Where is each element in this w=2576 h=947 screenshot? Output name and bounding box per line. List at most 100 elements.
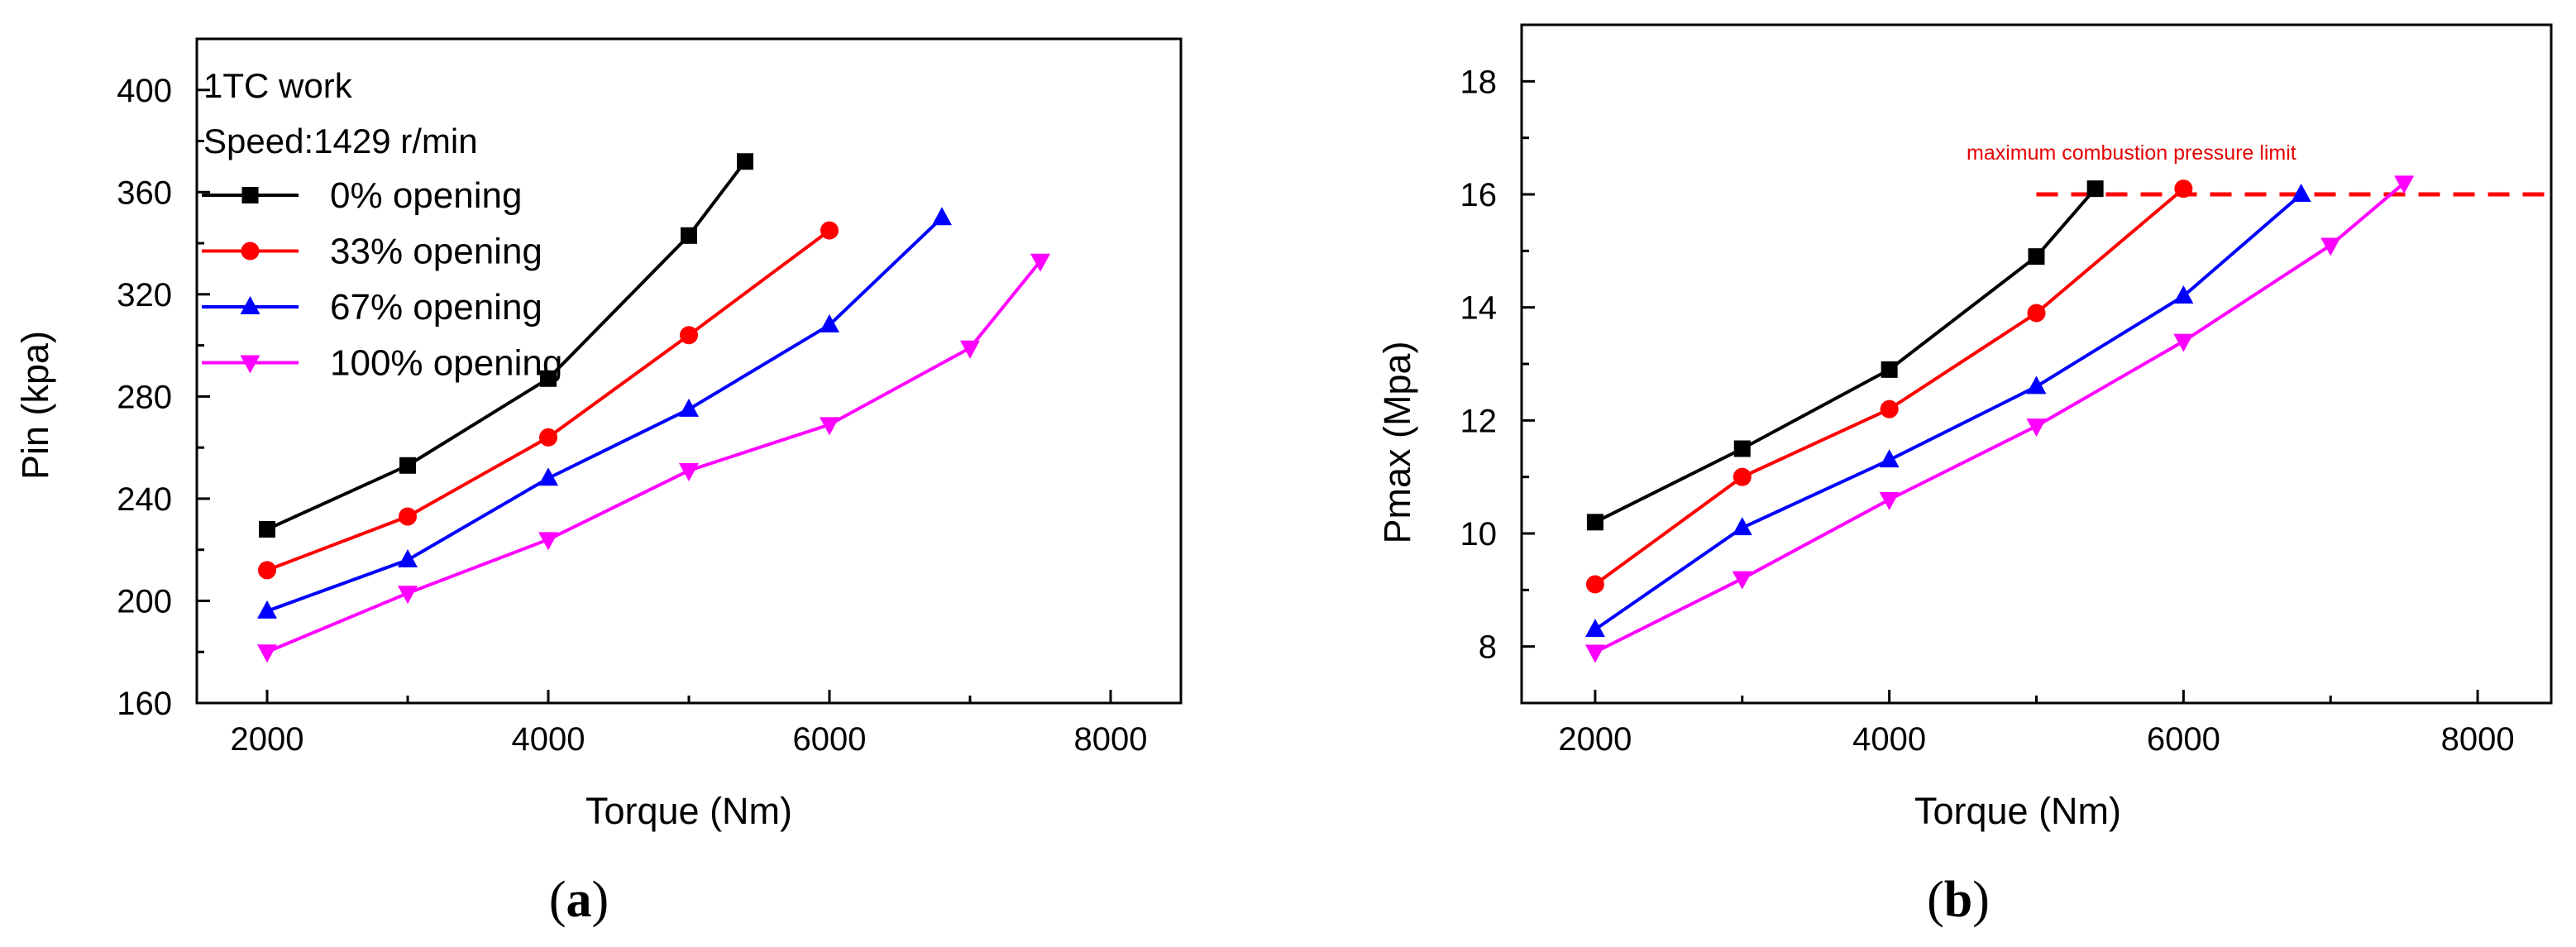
x-tick-label: 4000 — [1852, 721, 1926, 758]
x-axis-title-a: Torque (Nm) — [585, 790, 792, 832]
data-point-100pct-opening — [1879, 492, 1900, 510]
y-ticks-b: 8 10 12 14 16 18 — [1460, 23, 1535, 705]
data-point-33pct-opening — [1585, 575, 1604, 594]
y-tick-label: 16 — [1460, 177, 1498, 213]
data-point-67pct-opening — [1879, 449, 1900, 468]
chart-panel-b: 2000 4000 6000 8000 8 10 12 14 16 18 maximum com… — [1376, 23, 2553, 928]
data-point-100pct-opening — [1030, 253, 1050, 272]
data-point-100pct-opening — [2320, 237, 2341, 256]
data-point-100pct-opening — [2026, 418, 2047, 438]
y-ticks-a: 160 200 240 280 320 360 400 — [117, 37, 210, 722]
y-axis-title-b: Pmax (Mpa) — [1376, 341, 1418, 543]
series-line-100pct-opening — [1594, 181, 2406, 654]
data-point-67pct-opening — [679, 398, 699, 417]
data-point-100pct-opening — [257, 644, 277, 663]
data-point-33pct-opening — [2027, 304, 2046, 323]
legend-a: 0% opening 33% opening 67% opening 100% ope… — [202, 175, 562, 384]
data-point-33pct-opening — [820, 221, 839, 240]
series-line-33pct-opening — [266, 229, 831, 572]
y-tick-label: 8 — [1479, 629, 1497, 666]
y-tick-label: 14 — [1460, 290, 1498, 327]
y-tick-label: 360 — [117, 175, 172, 211]
data-point-0pct-opening — [399, 457, 416, 474]
data-point-67pct-opening — [1732, 517, 1752, 536]
data-point-100pct-opening — [2394, 175, 2415, 194]
y-tick-label: 200 — [117, 583, 172, 619]
annotation-1tc-work: 1TC work — [203, 66, 353, 105]
legend-marker-33pct-opening — [241, 242, 260, 261]
data-point-0pct-opening — [2086, 180, 2104, 198]
data-point-0pct-opening — [2028, 248, 2045, 265]
data-point-100pct-opening — [538, 532, 558, 551]
chart-panel-a: 2000 4000 6000 8000 160 200 240 280 320 360 400 T… — [14, 37, 1183, 928]
data-point-67pct-opening — [257, 600, 277, 619]
data-point-67pct-opening — [398, 549, 418, 568]
x-axis-title-b: Torque (Nm) — [1914, 790, 2121, 832]
x-ticks-a: 2000 4000 6000 8000 — [231, 690, 1148, 758]
panel-label-b-letter: b — [1944, 872, 1972, 928]
data-point-0pct-opening — [259, 520, 275, 538]
legend-label-67pct-opening: 67% opening — [330, 287, 542, 328]
data-point-67pct-opening — [1584, 619, 1605, 638]
data-point-100pct-opening — [2173, 333, 2194, 352]
data-point-67pct-opening — [2291, 184, 2311, 202]
y-tick-label: 280 — [117, 379, 172, 415]
data-point-67pct-opening — [932, 207, 952, 226]
data-point-33pct-opening — [539, 428, 557, 447]
legend-label-100pct-opening: 100% opening — [330, 343, 562, 384]
x-tick-label: 6000 — [2147, 721, 2220, 758]
data-point-0pct-opening — [540, 370, 557, 387]
data-point-67pct-opening — [820, 313, 839, 332]
data-point-67pct-opening — [2026, 375, 2047, 395]
y-tick-label: 18 — [1460, 64, 1498, 100]
data-point-67pct-opening — [2173, 285, 2194, 304]
data-point-100pct-opening — [960, 340, 980, 359]
data-point-100pct-opening — [1584, 644, 1605, 663]
data-point-67pct-opening — [538, 467, 558, 486]
panel-label-b: (b) — [1927, 872, 1990, 928]
y-axis-title-a: Pin (kpa) — [14, 331, 56, 480]
legend-label-33pct-opening: 33% opening — [330, 232, 542, 272]
data-point-33pct-opening — [399, 507, 417, 526]
series-line-33pct-opening — [1594, 187, 2185, 586]
x-tick-label: 2000 — [1558, 721, 1632, 758]
data-point-100pct-opening — [820, 417, 839, 436]
y-tick-label: 240 — [117, 481, 172, 518]
data-point-0pct-opening — [737, 153, 753, 170]
legend-label-0pct-opening: 0% opening — [330, 175, 522, 216]
x-ticks-b: 2000 4000 6000 8000 — [1558, 690, 2515, 758]
data-point-33pct-opening — [2174, 179, 2193, 198]
data-point-0pct-opening — [681, 227, 697, 244]
series-line-67pct-opening — [266, 216, 944, 613]
data-point-33pct-opening — [1880, 399, 1899, 418]
max-pressure-limit-label: maximum combustion pressure limit — [1967, 141, 2296, 165]
panel-label-a: (a) — [549, 872, 609, 928]
plot-frame-b — [1520, 23, 2553, 705]
series-line-67pct-opening — [1594, 193, 2302, 631]
y-tick-label: 12 — [1460, 403, 1498, 439]
x-tick-label: 2000 — [231, 721, 304, 758]
data-point-33pct-opening — [258, 561, 276, 580]
x-tick-label: 6000 — [793, 721, 867, 758]
legend-marker-0pct-opening — [241, 187, 259, 203]
data-point-100pct-opening — [398, 586, 418, 605]
y-tick-label: 320 — [117, 277, 172, 313]
data-point-0pct-opening — [1586, 514, 1603, 531]
data-point-100pct-opening — [1732, 571, 1752, 590]
data-point-33pct-opening — [680, 326, 698, 345]
data-point-33pct-opening — [1732, 467, 1752, 486]
series-group-a — [257, 153, 1050, 663]
y-tick-label: 160 — [117, 686, 172, 722]
data-point-0pct-opening — [1881, 361, 1898, 378]
x-tick-label: 4000 — [512, 721, 585, 758]
series-line-0pct-opening — [1594, 187, 2097, 524]
x-tick-label: 8000 — [1074, 721, 1148, 758]
y-tick-label: 400 — [117, 73, 172, 109]
series-group-b — [1584, 175, 2415, 663]
panel-label-a-letter: a — [566, 872, 592, 928]
x-tick-label: 8000 — [2441, 721, 2515, 758]
data-point-0pct-opening — [1733, 440, 1751, 457]
y-tick-label: 10 — [1460, 516, 1498, 552]
annotation-speed: Speed:1429 r/min — [203, 122, 478, 160]
